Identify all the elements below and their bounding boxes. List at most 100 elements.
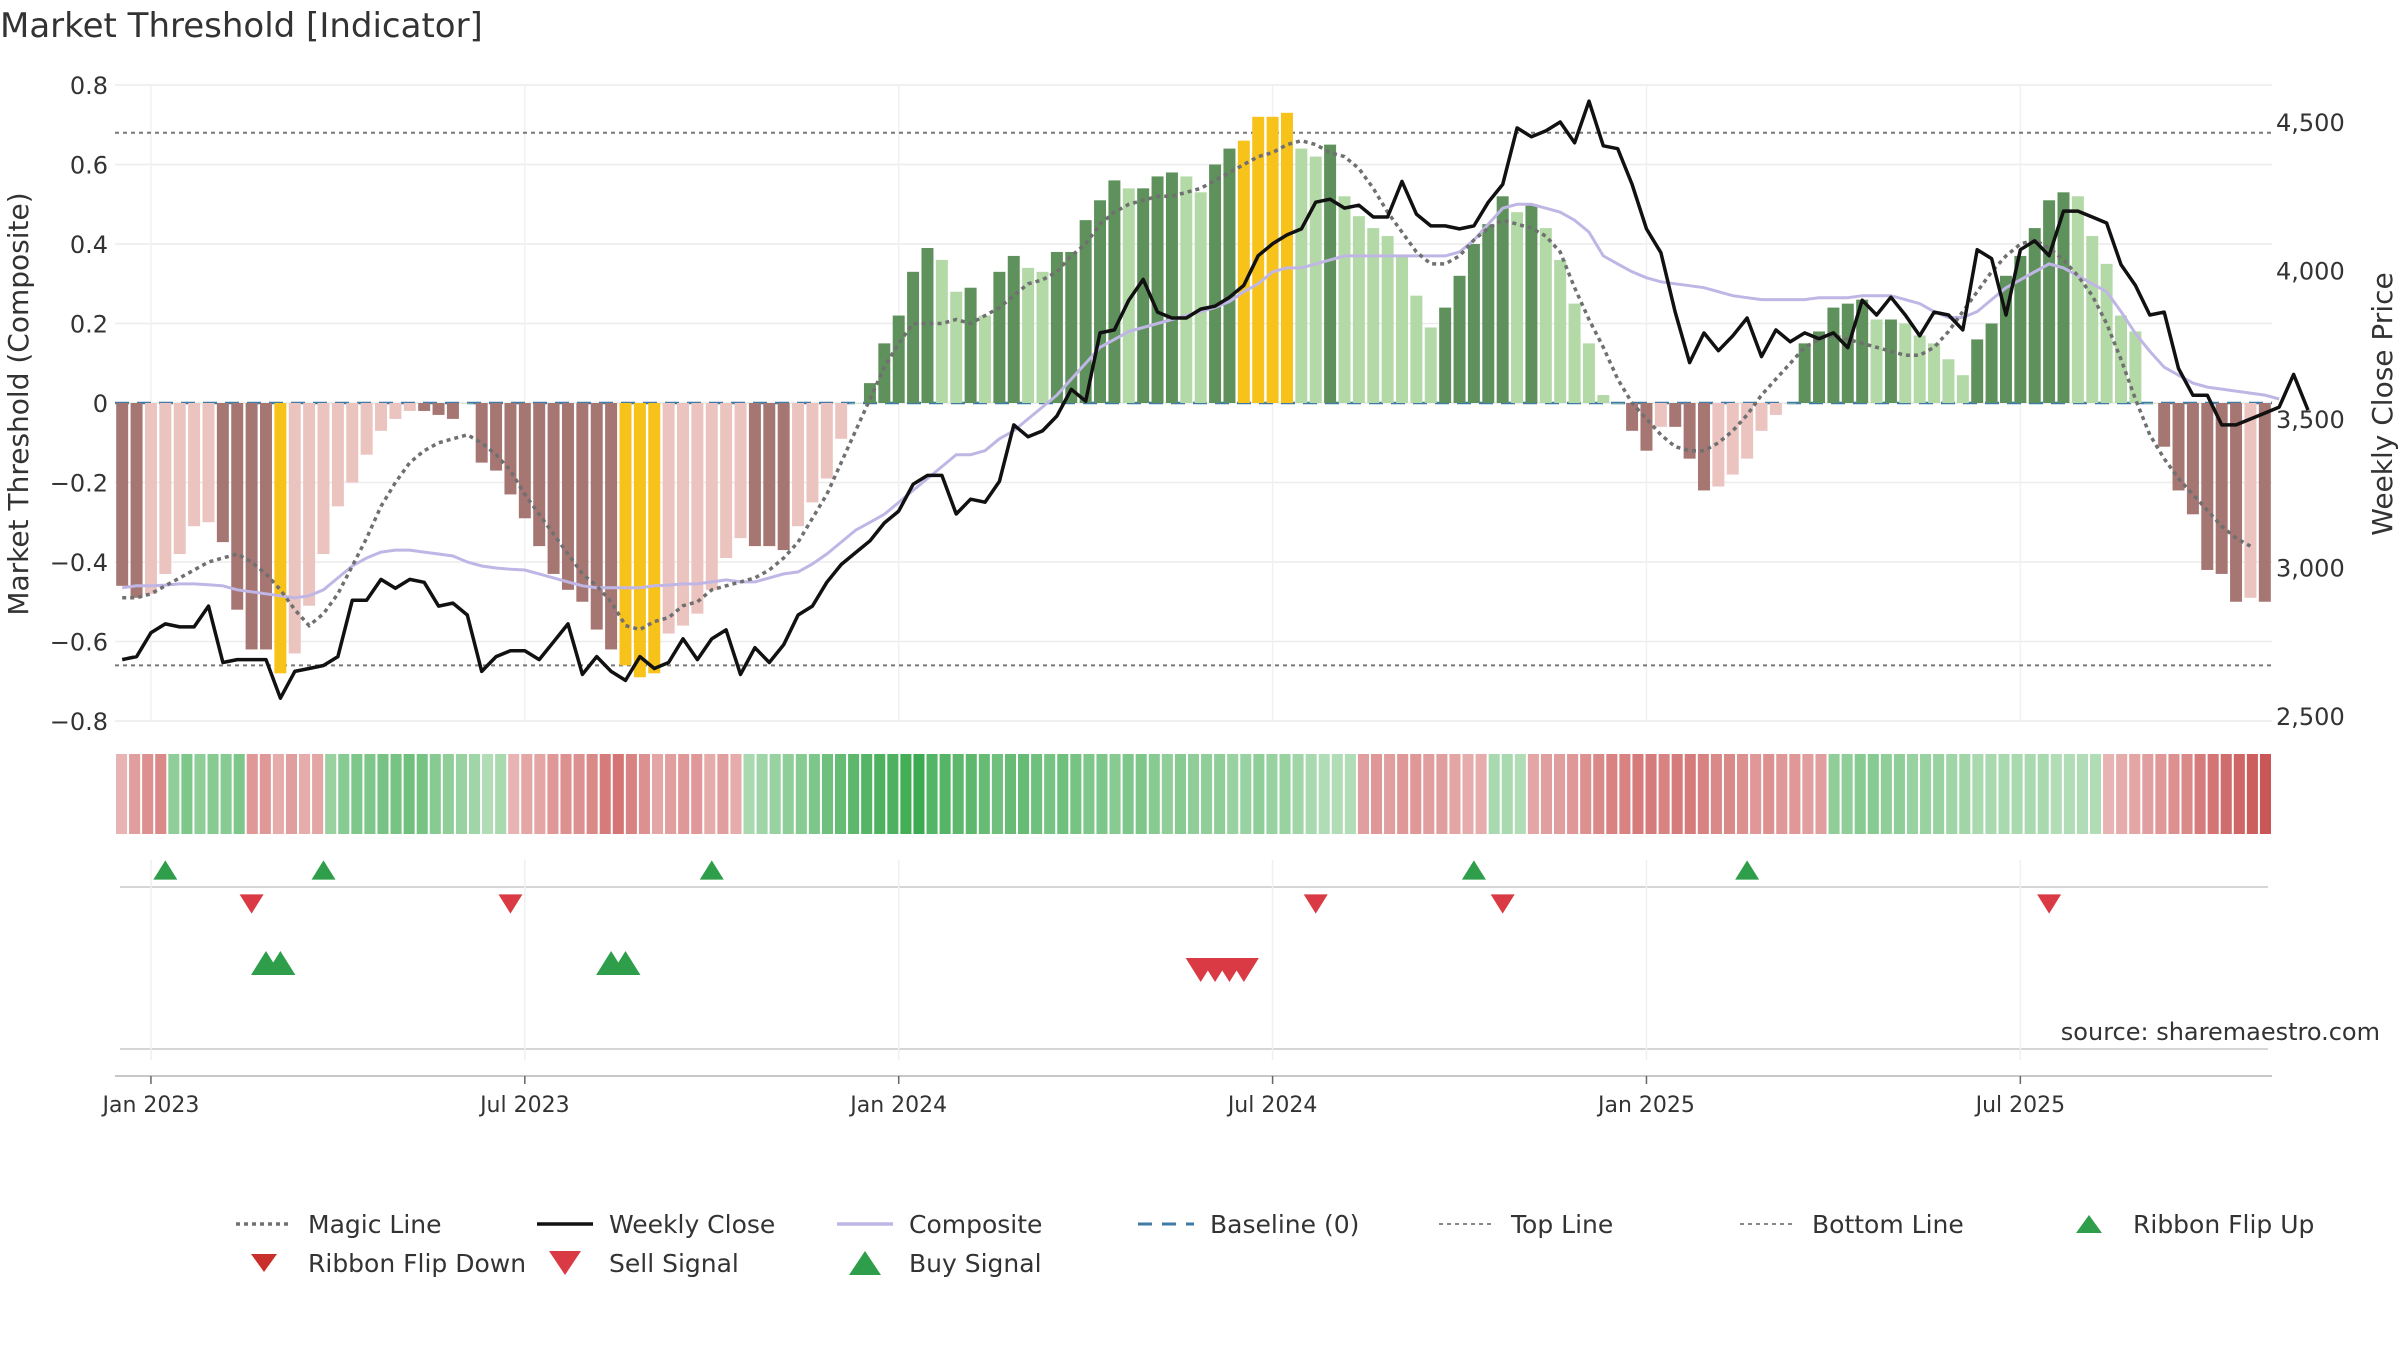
composite-line: [121, 202, 2280, 600]
legend-item: Top Line: [1439, 1210, 1613, 1239]
ribbon-segment: [116, 754, 128, 834]
buy-signal-marker: [610, 951, 641, 975]
ribbon-segment: [1580, 754, 1592, 834]
bar: [1784, 403, 1797, 404]
bar: [1568, 303, 1581, 403]
ribbon-segment: [1148, 754, 1160, 834]
magic-line: [122, 138, 2252, 632]
bar: [748, 403, 761, 547]
bar: [1022, 267, 1035, 403]
ribbon-segment: [1344, 754, 1356, 834]
ribbon-segment: [665, 754, 677, 834]
bar: [432, 403, 445, 415]
ribbon-segment: [1240, 754, 1252, 834]
ribbon-segment: [1723, 754, 1736, 834]
bar: [1094, 200, 1107, 403]
ribbon-segment: [1606, 754, 1618, 834]
ribbon-segment: [1096, 754, 1108, 834]
ribbon-segment: [1488, 754, 1500, 834]
bar: [921, 247, 934, 403]
ribbon-segment: [2024, 754, 2036, 834]
bar: [418, 403, 431, 411]
ribbon-segment: [900, 754, 912, 834]
ribbon-segment: [861, 754, 873, 834]
ribbon-segment: [1593, 754, 1605, 834]
ribbon-segment: [129, 754, 141, 834]
legend-label: Buy Signal: [909, 1249, 1042, 1278]
bar: [1367, 228, 1380, 403]
x-tick-label: Jul 2025: [1974, 1093, 2066, 1118]
ribbon-segment: [2194, 754, 2206, 834]
ribbon-segment: [678, 754, 690, 834]
ribbon-segment: [1122, 754, 1134, 834]
x-tick-label: Jan 2025: [1596, 1093, 1695, 1118]
bar: [461, 403, 474, 404]
ribbon-segment: [978, 754, 990, 834]
ribbon-segment: [416, 754, 428, 834]
ribbon-segment: [312, 754, 324, 834]
bar: [1683, 403, 1696, 459]
ribbon-segment: [1318, 754, 1330, 834]
y-axis-label-right: Weekly Close Price: [2366, 272, 2399, 535]
ribbon-segment: [1750, 754, 1762, 834]
ribbon-segment: [1357, 754, 1369, 834]
y-tick-label: 0.8: [70, 72, 108, 100]
ribbon-segment: [691, 754, 703, 834]
ribbon-segment: [521, 754, 533, 834]
ribbon-segment: [1436, 754, 1448, 834]
triangle-up-green-icon: [2076, 1215, 2102, 1233]
bar: [892, 315, 905, 403]
bar: [159, 403, 172, 574]
ribbon-segment: [1946, 754, 1958, 834]
bar: [1209, 164, 1222, 403]
ribbon-segment: [1854, 754, 1866, 834]
bar: [648, 403, 661, 674]
ribbon-flip-down-marker: [2037, 894, 2062, 914]
line-series: [121, 99, 2310, 700]
bar: [1424, 327, 1437, 403]
bar: [490, 403, 503, 471]
ribbon-segment: [299, 754, 311, 834]
ribbon-segment: [1789, 754, 1801, 834]
bar: [1165, 172, 1178, 403]
ribbon-flip-up-marker: [699, 860, 724, 880]
ribbon-segment: [1802, 754, 1814, 834]
ribbon-segment: [285, 754, 298, 834]
bar: [705, 403, 718, 590]
bar: [878, 343, 891, 403]
ribbon-segment: [1201, 754, 1213, 834]
bar: [216, 403, 229, 543]
ribbon-segment: [2246, 754, 2258, 834]
ribbon-segment: [429, 754, 441, 834]
bar-series: [116, 112, 2271, 678]
y-tick-label: 0.4: [70, 231, 108, 259]
legend-label: Ribbon Flip Up: [2133, 1210, 2314, 1239]
ribbon-segment: [364, 754, 376, 834]
ribbon-segment: [1462, 754, 1474, 834]
bar: [2172, 403, 2185, 491]
bar: [1396, 255, 1408, 403]
ribbon-segment: [547, 754, 559, 834]
bar: [274, 403, 287, 674]
ribbon-segment: [207, 754, 219, 834]
x-tick-label: Jan 2023: [100, 1093, 199, 1118]
y-tick-label-right: 3,000: [2276, 555, 2345, 583]
bar: [1065, 251, 1078, 403]
y-axis-right: 4,500 4,000 3,500 3,000 2,500: [2276, 109, 2345, 731]
ribbon-segment: [560, 754, 572, 834]
ribbon-segment: [1893, 754, 1905, 834]
ribbon-segment: [1684, 754, 1696, 834]
bar: [475, 403, 488, 463]
ribbon-flip-down-marker: [498, 894, 523, 914]
ribbon-segment: [1540, 754, 1552, 834]
ribbon-segment: [2142, 754, 2154, 834]
legend-label: Bottom Line: [1812, 1210, 1964, 1239]
bar: [633, 403, 646, 678]
bar: [1769, 403, 1782, 415]
ribbon-flip-down-marker: [1490, 894, 1515, 914]
y-tick-label: −0.4: [50, 549, 108, 577]
ribbon-segment: [1972, 754, 1984, 834]
bar: [1669, 403, 1682, 427]
ribbon-segment: [2168, 754, 2180, 834]
legend-label: Ribbon Flip Down: [308, 1249, 526, 1278]
